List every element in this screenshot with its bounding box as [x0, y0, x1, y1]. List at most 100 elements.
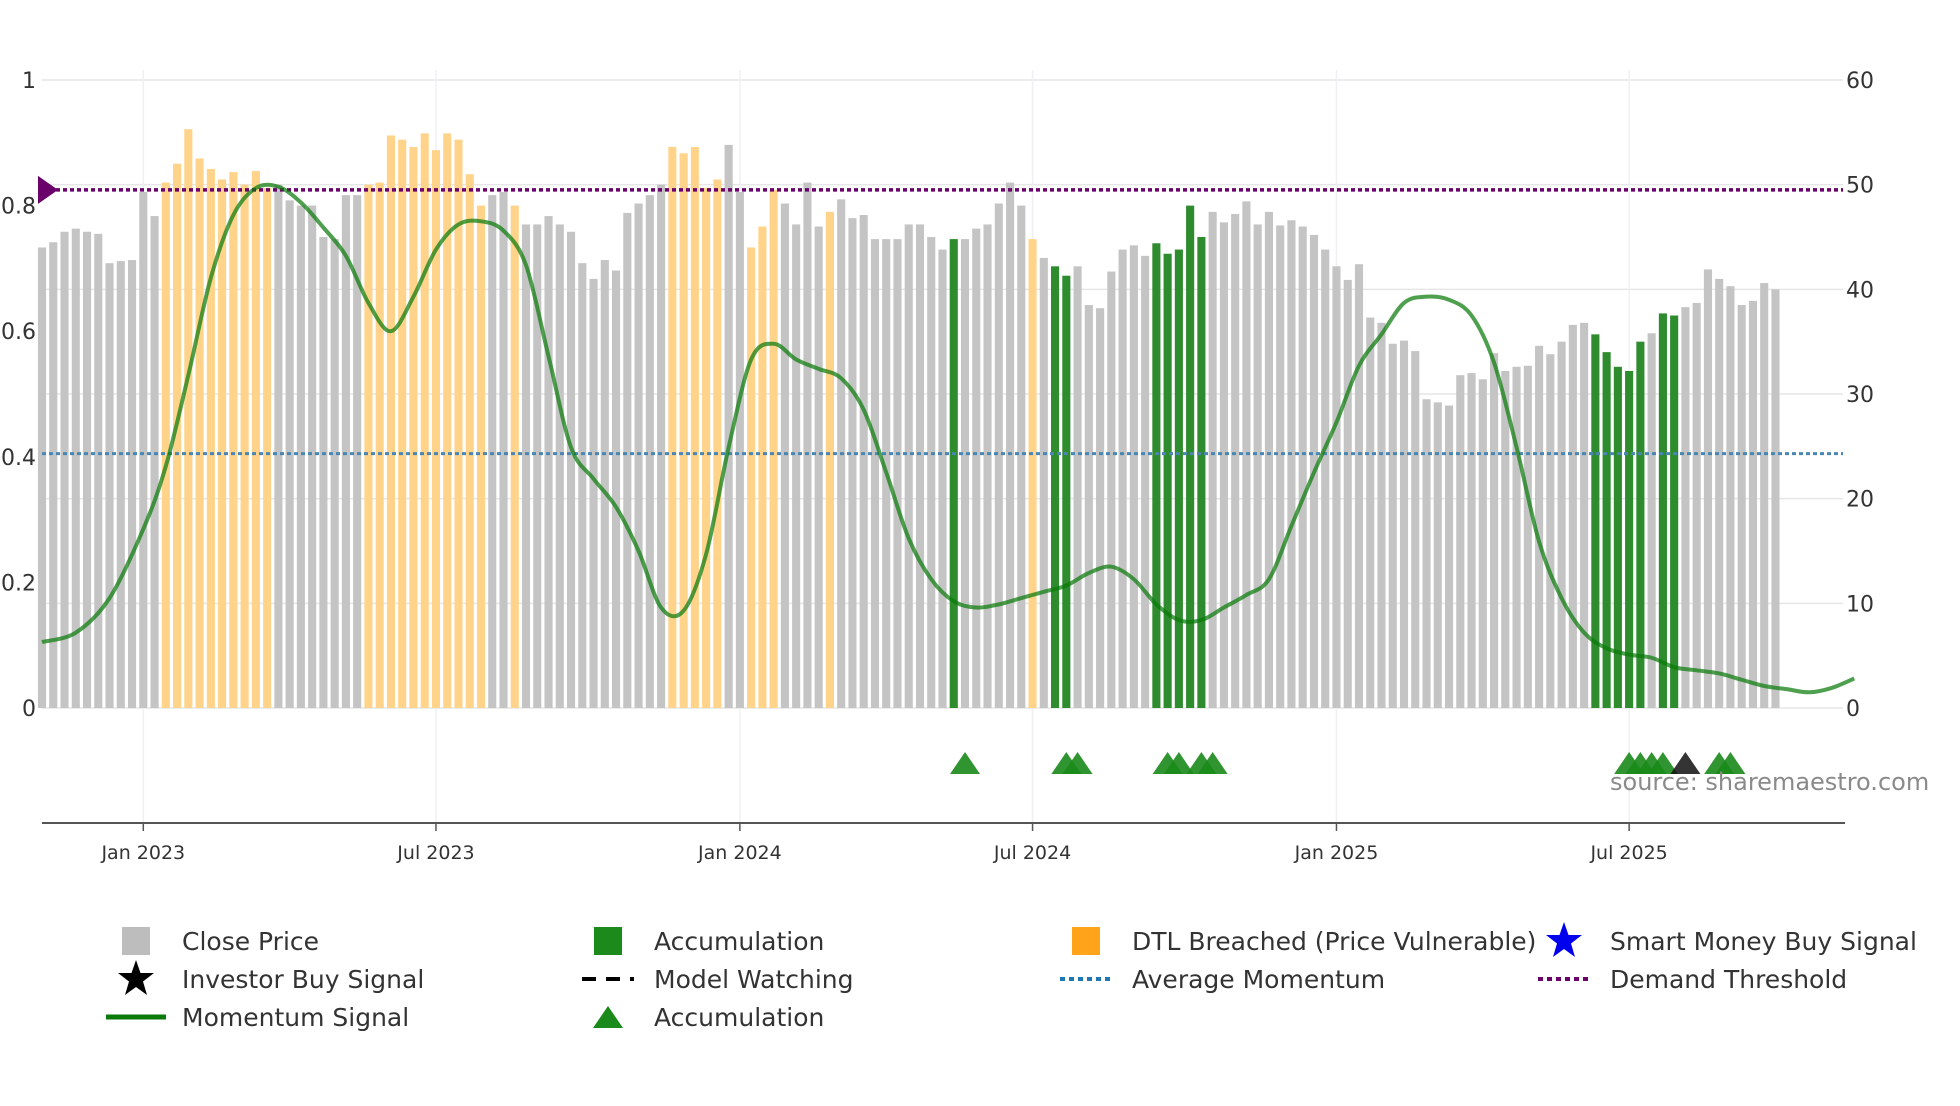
close-price-bar: [634, 203, 643, 709]
close-price-bar: [735, 191, 744, 708]
right-tick-label: 20: [1846, 488, 1874, 513]
right-tick-label: 60: [1846, 69, 1874, 94]
close-price-bar: [1264, 211, 1273, 708]
dtl-breached-bar: [769, 189, 778, 708]
left-tick-label: 1: [22, 69, 36, 94]
close-price-bar: [1546, 354, 1555, 708]
dtl-breached-bar: [510, 205, 519, 708]
close-price-bar: [1580, 322, 1589, 708]
accumulation-triangle: [1163, 752, 1194, 774]
close-price-bar: [960, 239, 970, 709]
close-price-bar: [1039, 257, 1048, 708]
close-price-bar: [1467, 373, 1476, 708]
close-price-bar: [1535, 345, 1544, 708]
accumulation-bar: [1625, 370, 1634, 708]
close-price-bar: [1703, 269, 1712, 708]
left-tick-label: 0.2: [1, 571, 36, 596]
close-price-bar: [904, 224, 913, 708]
close-price-bar: [848, 218, 857, 708]
dtl-breached-bar: [1028, 239, 1037, 709]
accumulation-bar: [1658, 313, 1667, 708]
close-price-bar: [1501, 370, 1510, 708]
dtl-breached-bar: [375, 182, 384, 708]
close-price-bar: [1692, 302, 1701, 708]
x-tick-label: Jan 2023: [100, 842, 185, 864]
accumulation-bar: [1591, 334, 1600, 708]
accumulation-triangle: [1197, 752, 1228, 774]
accumulation-bar: [949, 239, 958, 709]
x-tick-label: Jan 2025: [1294, 842, 1379, 864]
accumulation-bar: [1602, 352, 1611, 708]
close-price-bar: [983, 224, 992, 708]
close-price-bar: [49, 242, 58, 708]
close-price-bar: [972, 228, 981, 709]
close-price-bar: [1298, 226, 1307, 709]
accumulation-bar: [1186, 205, 1195, 708]
right-tick-label: 40: [1846, 278, 1874, 303]
close-price-bar: [1760, 283, 1769, 708]
left-tick-label: 0: [22, 697, 36, 722]
close-price-bar: [1096, 308, 1105, 708]
close-price-bar: [1647, 333, 1656, 708]
close-price-bar: [1715, 278, 1724, 708]
close-price-bar: [127, 260, 137, 708]
close-price-bar: [1388, 343, 1397, 708]
close-price-bar: [1377, 322, 1386, 708]
close-price-bar: [859, 215, 868, 708]
close-price-bar: [870, 239, 880, 709]
accumulation-bar: [1174, 249, 1183, 708]
close-price-bar: [803, 182, 812, 708]
close-price-bar: [1771, 289, 1780, 708]
close-price-bar: [927, 237, 936, 708]
close-price-bar: [1343, 279, 1352, 708]
dtl-breached-bar: [206, 168, 215, 708]
dtl-breached-bar: [431, 150, 441, 709]
dtl-breached-bar: [409, 146, 418, 708]
close-price-bar: [116, 261, 125, 708]
x-tick-label: Jan 2024: [697, 842, 782, 864]
close-price-bar: [94, 233, 103, 709]
accumulation-triangle: [1647, 752, 1678, 774]
right-tick-label: 50: [1846, 174, 1874, 199]
accumulation-triangle: [1062, 752, 1093, 774]
x-tick-label: Jul 2024: [993, 842, 1071, 864]
close-price-bar: [893, 239, 902, 709]
close-price-bar: [938, 249, 947, 708]
close-price-bar: [488, 195, 497, 709]
close-price-bar: [1512, 366, 1521, 708]
close-price-bar: [1748, 300, 1758, 708]
accumulation-bar: [1062, 275, 1071, 708]
dtl-breached-bar: [679, 153, 688, 708]
dtl-breached-bar: [195, 158, 204, 708]
close-price-bar: [612, 270, 621, 708]
close-price-bar: [1231, 213, 1240, 708]
close-price-bar: [1523, 365, 1532, 708]
accumulation-bar: [1163, 253, 1172, 708]
dtl-breached-bar: [713, 179, 722, 708]
right-tick-label: 30: [1846, 383, 1874, 408]
dtl-breached-bar: [386, 135, 395, 708]
close-price-bar: [274, 184, 283, 708]
close-price-bar: [1129, 245, 1138, 708]
close-price-bar: [1422, 399, 1431, 708]
threshold-marker-icon: [38, 175, 58, 204]
close-price-bar: [1478, 379, 1487, 708]
close-price-bar: [1287, 220, 1296, 708]
momentum-signal-line: [41, 182, 1856, 695]
close-price-bar: [1444, 405, 1454, 708]
close-price-bar: [1399, 340, 1409, 708]
dtl-breached-bar: [229, 172, 238, 708]
close-price-bar: [1321, 249, 1330, 708]
right-tick-label: 10: [1846, 592, 1874, 617]
dtl-breached-bar: [758, 226, 767, 709]
close-price-bar: [600, 260, 609, 708]
close-price-bar: [1490, 353, 1499, 708]
close-price-bar: [792, 224, 801, 708]
accumulation-bar: [1613, 366, 1622, 708]
left-tick-label: 0.6: [1, 320, 36, 345]
close-price-bar: [1557, 341, 1566, 708]
close-price-bar: [724, 144, 733, 709]
accumulation-bar: [1670, 315, 1679, 708]
dtl-breached-bar: [465, 174, 474, 708]
